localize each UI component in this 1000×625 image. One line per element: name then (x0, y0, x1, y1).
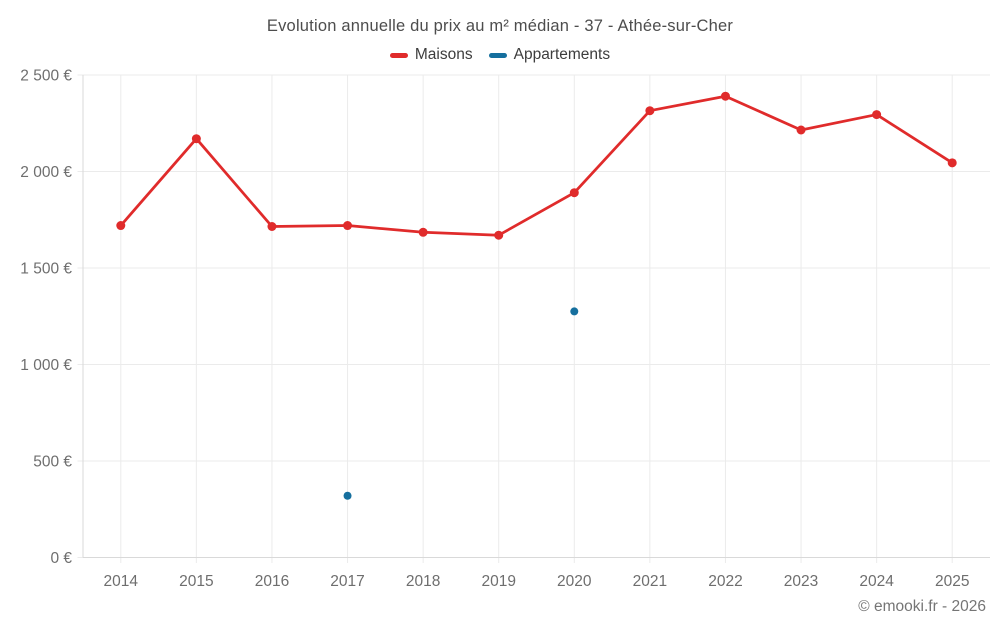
series-line-maisons (119, 94, 954, 237)
x-tick-label-2024: 2024 (859, 573, 894, 590)
y-tick-label-0: 0 € (50, 550, 72, 567)
y-tick-label-2000: 2 000 € (20, 164, 72, 181)
chart-title: Evolution annuelle du prix au m² médian … (266, 17, 734, 35)
copyright-note: © emooki.fr - 2026 (858, 598, 986, 615)
x-tick-label-2021: 2021 (633, 573, 667, 590)
legend-label-appartements: Appartements (513, 46, 611, 63)
data-point-maisons-2024[interactable] (872, 110, 882, 120)
data-point-maisons-2016[interactable] (267, 222, 277, 232)
data-point-maisons-2018[interactable] (418, 227, 428, 237)
x-tick-label-2015: 2015 (179, 573, 213, 590)
legend-label-maisons: Maisons (414, 46, 473, 63)
data-point-maisons-2022[interactable] (720, 91, 730, 101)
x-tick-label-2017: 2017 (330, 573, 364, 590)
data-point-maisons-2021[interactable] (645, 106, 655, 116)
appartements-color-swatch (488, 52, 507, 58)
data-point-maisons-2020[interactable] (569, 188, 579, 198)
data-point-appartements-2020[interactable] (570, 307, 579, 316)
x-tick-label-2018: 2018 (406, 573, 440, 590)
x-tick-label-2022: 2022 (708, 573, 742, 590)
x-tick-label-2025: 2025 (935, 573, 969, 590)
y-tick-label-1000: 1 000 € (20, 357, 72, 374)
chart-legend: Maisons Appartements (0, 46, 1000, 64)
data-point-maisons-2015[interactable] (191, 134, 201, 144)
x-tick-label-2019: 2019 (481, 573, 515, 590)
data-point-maisons-2017[interactable] (343, 221, 353, 231)
data-point-maisons-2019[interactable] (494, 230, 504, 240)
data-point-maisons-2025[interactable] (947, 158, 957, 168)
y-tick-label-1500: 1 500 € (20, 261, 72, 278)
x-tick-label-2023: 2023 (784, 573, 818, 590)
x-tick-label-2014: 2014 (104, 573, 139, 590)
x-tick-label-2016: 2016 (255, 573, 289, 590)
data-point-maisons-2014[interactable] (116, 221, 126, 231)
y-tick-label-500: 500 € (33, 454, 72, 471)
data-point-appartements-2017[interactable] (343, 491, 352, 500)
legend-item-maisons[interactable]: Maisons (389, 46, 473, 64)
legend-item-appartements[interactable]: Appartements (488, 46, 611, 64)
x-tick-label-2020: 2020 (557, 573, 592, 590)
maisons-color-swatch (389, 52, 408, 58)
data-point-maisons-2023[interactable] (796, 125, 806, 135)
y-tick-label-2500: 2 500 € (20, 68, 72, 85)
